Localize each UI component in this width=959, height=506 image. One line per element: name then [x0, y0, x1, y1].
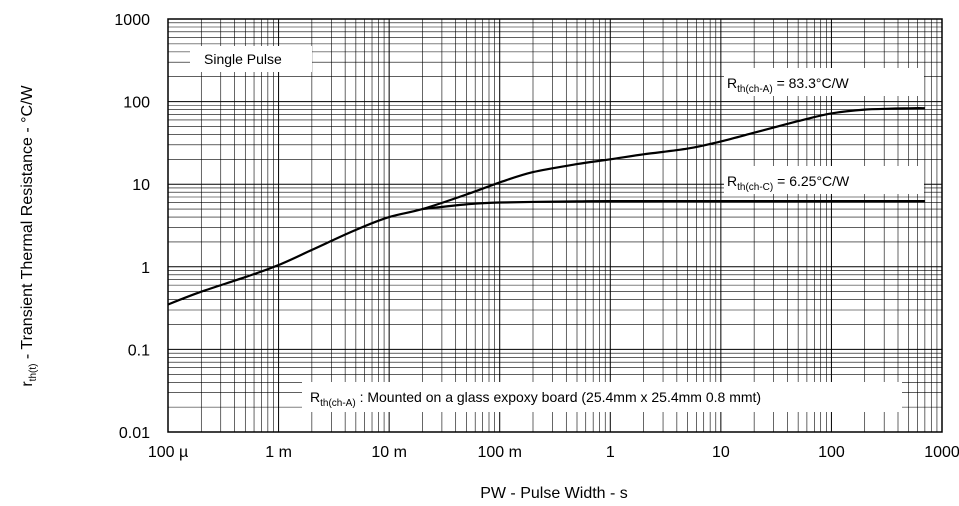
- x-tick-label: 100: [818, 444, 845, 461]
- x-tick-label: 100 m: [477, 444, 521, 461]
- plot-frame: [167, 18, 943, 433]
- single-pulse-label: Single Pulse: [204, 51, 282, 67]
- series-line-1: [167, 107, 925, 306]
- x-tick-label: 10: [712, 444, 730, 461]
- y-tick-label: 100: [123, 95, 150, 112]
- x-axis-title: PW - Pulse Width - s: [480, 485, 628, 502]
- tick-labels: 100 µ 1 m 10 m 100 m 1 10 100 1000 0.01 0.1 1 10 100…: [114, 12, 959, 461]
- x-tick-label: 1 m: [265, 444, 292, 461]
- y-tick-label: 0.01: [119, 425, 150, 442]
- y-tick-label: 10: [132, 177, 150, 194]
- x-tick-label: 100 µ: [148, 444, 188, 461]
- x-tick-label: 10 m: [371, 444, 407, 461]
- y-tick-label: 1: [141, 260, 150, 277]
- rth-a-label: Rth(ch-A) = 83.3°C/W: [727, 75, 849, 95]
- grid-lines: [167, 19, 942, 433]
- single-pulse-box: [190, 46, 312, 72]
- series-line-2: [422, 199, 925, 211]
- mount-note-label: Rth(ch-A) : Mounted on a glass expoxy bo…: [310, 389, 761, 409]
- y-tick-label: 0.1: [128, 342, 150, 359]
- x-tick-label: 1: [606, 444, 615, 461]
- rth-c-box: [724, 166, 924, 194]
- rth-a-box: [724, 68, 924, 96]
- mount-note-box: [302, 382, 902, 412]
- x-tick-label: 1000: [924, 444, 959, 461]
- rth-c-label: Rth(ch-C) = 6.25°C/W: [727, 173, 850, 193]
- series-group: [167, 107, 925, 306]
- y-axis-title: rth(t) - Transient Thermal Resistance - …: [19, 84, 39, 386]
- y-tick-label: 1000: [114, 12, 150, 29]
